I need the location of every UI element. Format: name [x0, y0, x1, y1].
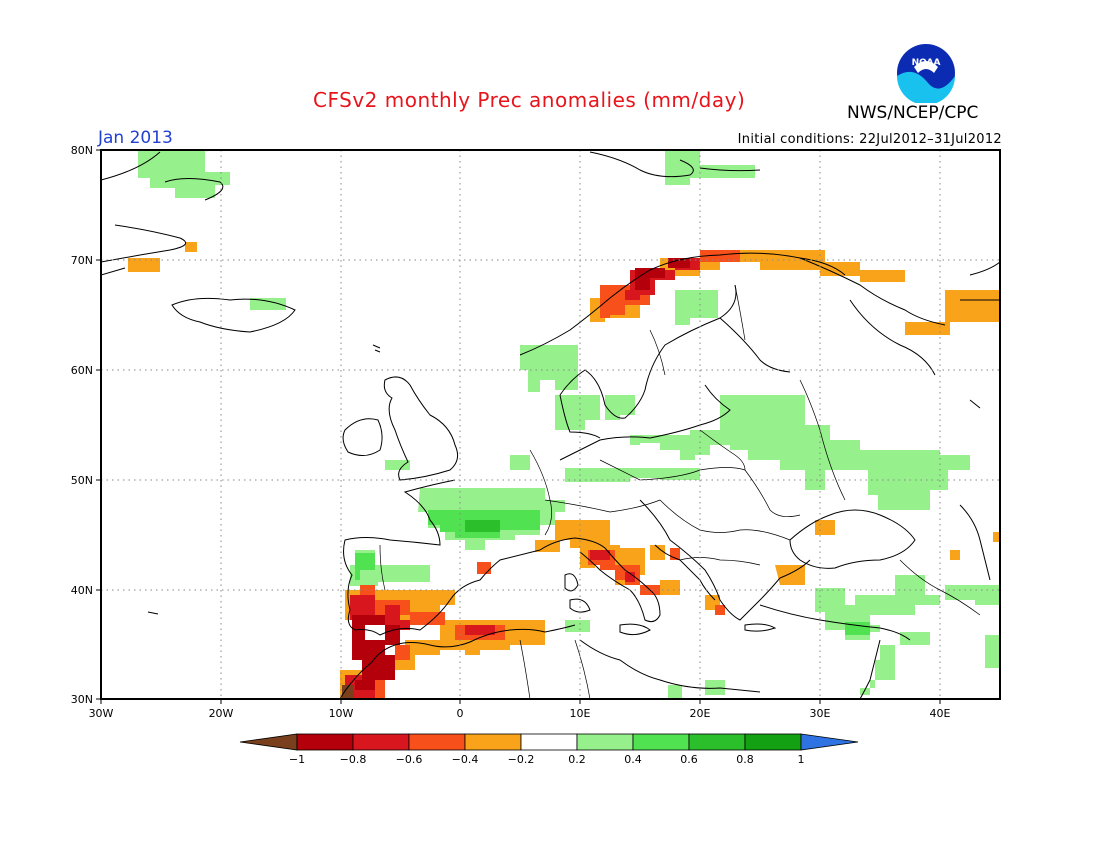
lon-label: 20W	[209, 707, 234, 720]
colorbar-swatch	[464, 733, 522, 751]
lon-label: 10E	[570, 707, 591, 720]
colorbar-label: −1	[289, 753, 305, 766]
coastlines	[101, 151, 1000, 699]
colorbar-labels: −1 −0.8 −0.6 −0.4 −0.2 0.2 0.4 0.6 0.8 1	[289, 753, 805, 766]
valid-month: Jan 2013	[98, 128, 173, 148]
lat-label: 30N	[71, 693, 93, 706]
colorbar-high-arrow	[800, 733, 859, 751]
colorbar-swatch	[352, 733, 410, 751]
lat-label: 40N	[71, 584, 93, 597]
colorbar-swatch	[576, 733, 634, 751]
colorbar-label: −0.8	[340, 753, 367, 766]
colorbar	[239, 733, 859, 751]
colorbar-swatch	[744, 733, 802, 751]
chart-title: CFSv2 monthly Prec anomalies (mm/day)	[313, 88, 746, 112]
anomaly-shading	[128, 150, 1000, 699]
noaa-logo-text: NOAA	[912, 58, 941, 68]
colorbar-label: 0.2	[568, 753, 586, 766]
colorbar-label: 1	[798, 753, 805, 766]
lon-label: 30W	[89, 707, 114, 720]
colorbar-label: −0.2	[508, 753, 535, 766]
agency-label: NWS/NCEP/CPC	[847, 103, 979, 123]
initial-conditions: Initial conditions: 22Jul2012–31Jul2012	[737, 132, 1002, 147]
colorbar-label: −0.4	[452, 753, 479, 766]
tick-marks	[96, 149, 941, 704]
colorbar-swatch	[520, 733, 578, 751]
lon-labels: 30W 20W 10W 0 10E 20E 30E 40E	[89, 707, 951, 720]
colorbar-label: 0.4	[624, 753, 642, 766]
colorbar-label: −0.6	[396, 753, 423, 766]
colorbar-low-arrow	[239, 733, 298, 751]
colorbar-swatch	[296, 733, 354, 751]
lat-label: 70N	[71, 254, 93, 267]
lat-labels: 30N 40N 50N 60N 70N 80N	[71, 144, 93, 706]
lat-label: 50N	[71, 474, 93, 487]
colorbar-label: 0.6	[680, 753, 698, 766]
noaa-logo: NOAA	[897, 44, 955, 103]
lat-label: 80N	[71, 144, 93, 157]
lon-label: 30E	[810, 707, 831, 720]
lon-label: 40E	[930, 707, 951, 720]
colorbar-swatch	[688, 733, 746, 751]
lon-label: 20E	[690, 707, 711, 720]
colorbar-swatch	[632, 733, 690, 751]
colorbar-label: 0.8	[736, 753, 754, 766]
lon-label: 10W	[329, 707, 354, 720]
colorbar-swatch	[408, 733, 466, 751]
lon-label: 0	[457, 707, 464, 720]
map-frame	[100, 149, 1001, 700]
lat-label: 60N	[71, 364, 93, 377]
gridlines	[101, 150, 1000, 699]
